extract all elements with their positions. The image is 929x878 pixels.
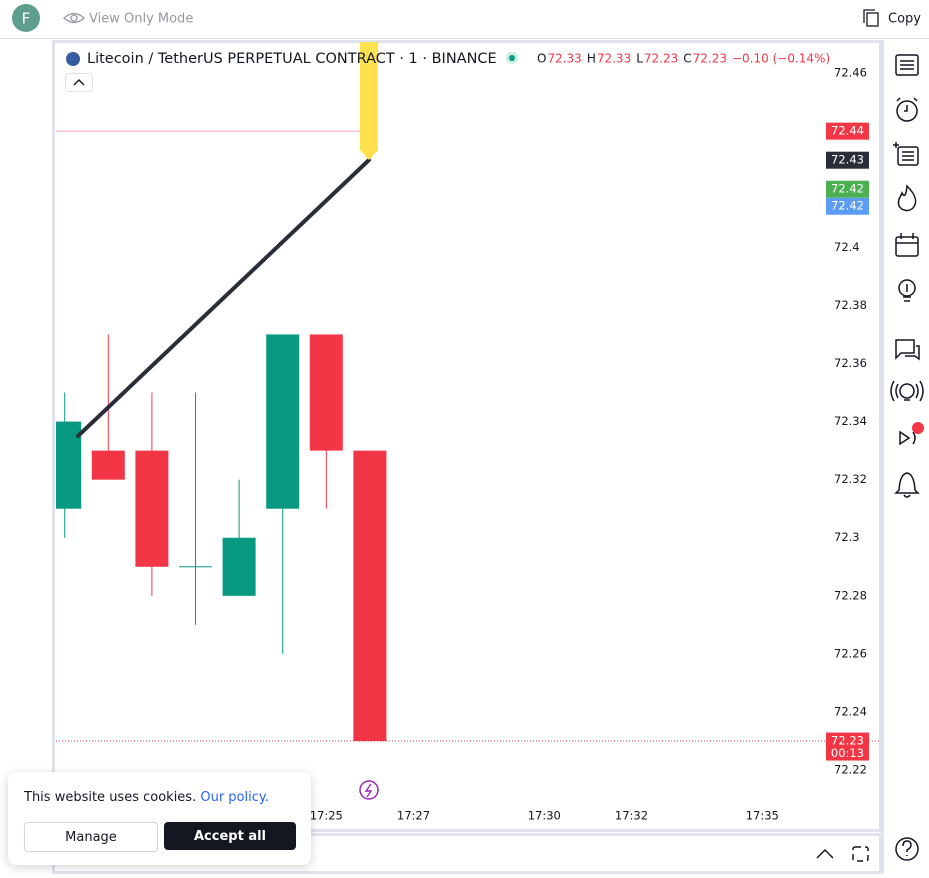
price-label: 72.42 [831, 199, 864, 213]
notification-dot [912, 422, 924, 434]
ohlc-value: 72.33 [597, 52, 631, 66]
cookie-message: This website uses cookies. Our policy. [24, 790, 311, 805]
candle-body [135, 450, 169, 567]
y-tick-label: 72.24 [834, 705, 867, 719]
accept-button[interactable]: Accept all [164, 822, 296, 850]
symbol-title[interactable]: Litecoin / TetherUS PERPETUAL CONTRACT ·… [87, 51, 497, 67]
candle-body [353, 450, 387, 742]
change-value: −0.10 (−0.14%) [732, 52, 830, 66]
y-tick-label: 72.32 [834, 472, 867, 486]
price-label-bg [826, 180, 869, 198]
x-tick-label: 17:30 [528, 809, 561, 823]
trend-line[interactable] [76, 158, 371, 438]
y-tick-label: 72.4 [834, 240, 860, 254]
x-tick-label: 17:32 [615, 809, 648, 823]
ohlc-value: 72.23 [644, 52, 678, 66]
ohlc-key: L [636, 52, 643, 66]
notifications-icon[interactable] [894, 472, 920, 498]
y-tick-label: 72.36 [834, 356, 867, 370]
bottom-controls[interactable] [816, 846, 869, 862]
chart-panel [52, 40, 882, 832]
ohlc-legend: O 72.33 H 72.33 L 72.23 C 72.23 −0.10 (−0.14%) [537, 52, 830, 66]
ohlc-key: C [683, 52, 691, 66]
ideas-icon[interactable] [898, 279, 916, 302]
price-label-bg [826, 197, 869, 215]
candle-body [309, 334, 343, 451]
copy-icon[interactable] [863, 9, 879, 27]
eye-icon [63, 12, 85, 24]
y-tick-label: 72.26 [834, 646, 867, 660]
candle-body [266, 334, 300, 509]
price-label: 72.44 [831, 124, 864, 138]
chat-icon[interactable] [895, 339, 920, 361]
x-tick-label: 17:35 [746, 809, 779, 823]
right-toolbar [890, 54, 924, 861]
y-tick-label: 72.28 [834, 588, 867, 602]
marker-drawing[interactable] [360, 42, 378, 160]
y-tick-label: 72.22 [834, 763, 867, 777]
event-icon[interactable] [359, 780, 379, 800]
alerts-icon[interactable] [896, 97, 918, 122]
axes: 72.46 72.4 72.38 72.36 72.34 72.32 72.3 72.28 72… [310, 66, 869, 823]
hotlists-icon[interactable] [897, 184, 917, 212]
policy-link[interactable]: Our policy. [200, 790, 269, 805]
price-label-bg [826, 151, 869, 169]
mode-label: View Only Mode [89, 12, 193, 27]
y-tick-label: 72.46 [834, 66, 867, 80]
ohlc-key: O [537, 52, 546, 66]
streams-icon[interactable] [890, 380, 924, 402]
candle-body [222, 537, 256, 596]
candle-body [91, 450, 125, 480]
copy-button[interactable]: Copy [888, 12, 921, 27]
cookie-text: This website uses cookies. [24, 790, 197, 805]
ohlc-value: 72.33 [547, 52, 581, 66]
symbol-logo [66, 52, 80, 66]
status-dot [509, 55, 515, 61]
x-tick-label: 17:25 [310, 809, 343, 823]
cookie-banner: This website uses cookies. Our policy. M… [8, 772, 311, 865]
play-icon[interactable] [899, 430, 916, 446]
price-label-bg [826, 122, 869, 140]
y-tick-label: 72.34 [834, 414, 867, 428]
avatar-letter: F [22, 10, 31, 28]
countdown-label: 00:13 [831, 746, 864, 760]
avatar[interactable] [12, 4, 40, 32]
watchlist-icon[interactable] [895, 54, 919, 76]
price-label-bg [826, 732, 869, 761]
y-tick-label: 72.38 [834, 298, 867, 312]
collapse-icon [73, 79, 85, 86]
calendar-icon[interactable] [895, 233, 919, 257]
event-bolt [364, 783, 373, 798]
help-icon[interactable] [895, 837, 919, 861]
collapse-button[interactable] [65, 73, 93, 92]
price-label: 72.23 [831, 734, 864, 748]
x-tick-label: 17:27 [397, 809, 430, 823]
candle-body [179, 566, 213, 568]
ohlc-key: H [587, 52, 596, 66]
manage-button[interactable]: Manage [24, 822, 158, 852]
plot-area [56, 130, 880, 742]
ohlc-value: 72.23 [693, 52, 727, 66]
price-label: 72.42 [831, 182, 864, 196]
y-tick-label: 72.3 [834, 530, 860, 544]
price-label: 72.43 [831, 153, 864, 167]
data-window-icon[interactable] [893, 142, 919, 166]
top-bar [0, 0, 929, 38]
